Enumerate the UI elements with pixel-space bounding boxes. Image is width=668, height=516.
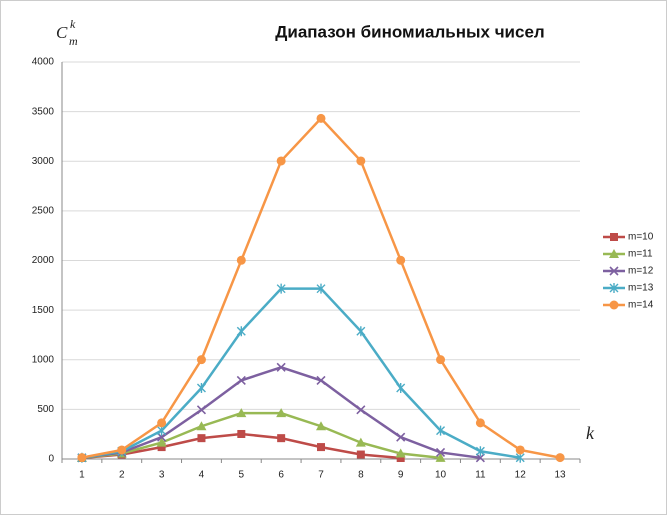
marker [196, 383, 206, 394]
marker [277, 434, 286, 443]
marker [197, 434, 206, 443]
series-line [81, 287, 521, 459]
marker [515, 445, 525, 455]
marker [475, 446, 485, 457]
marker [276, 408, 287, 418]
marker [316, 113, 326, 123]
y-tick-label: 3500 [32, 106, 55, 117]
marker [356, 450, 365, 459]
marker [196, 405, 207, 415]
y-tick-label: 1500 [32, 305, 55, 316]
legend-label: m=11 [628, 249, 653, 260]
marker [236, 375, 246, 385]
marker [157, 418, 167, 428]
y-tick-label: 3000 [32, 156, 55, 167]
marker [436, 425, 446, 436]
marker [395, 448, 406, 458]
series-line [81, 411, 441, 460]
x-tick-label: 1 [79, 470, 85, 481]
marker [237, 429, 246, 438]
x-tick-label: 2 [119, 470, 125, 481]
y-tick-label: 2500 [32, 206, 55, 217]
marker [196, 421, 207, 431]
x-tick-label: 3 [159, 470, 165, 481]
marker [610, 233, 618, 241]
y-tick-label: 4000 [32, 57, 55, 68]
marker [276, 283, 286, 294]
marker [435, 447, 446, 458]
y-axis-label-sup: k [70, 17, 76, 31]
legend-label: m=14 [628, 300, 654, 311]
marker [609, 249, 619, 258]
marker [475, 453, 485, 463]
y-tick-label: 0 [48, 454, 54, 465]
marker [396, 432, 406, 442]
chart-title: Диапазон биномиальных чисел [275, 22, 544, 41]
marker [117, 445, 127, 455]
marker [276, 362, 286, 372]
marker [555, 453, 565, 463]
marker [396, 255, 406, 265]
x-tick-label: 13 [555, 470, 567, 481]
y-axis-label: C [56, 23, 68, 42]
marker [276, 156, 286, 166]
x-tick-label: 11 [475, 470, 486, 481]
marker [236, 408, 247, 418]
marker [435, 452, 446, 462]
marker [77, 453, 87, 463]
marker [196, 355, 206, 365]
x-tick-label: 5 [239, 470, 245, 481]
marker [609, 300, 619, 310]
marker [436, 355, 446, 365]
x-tick-label: 4 [199, 470, 205, 481]
marker [609, 266, 619, 276]
x-tick-label: 9 [398, 470, 404, 481]
marker [356, 156, 366, 166]
marker [236, 326, 246, 337]
marker [316, 375, 326, 385]
marker [396, 454, 405, 463]
x-tick-label: 7 [318, 470, 324, 481]
marker [157, 443, 166, 452]
marker [317, 443, 325, 452]
marker [316, 283, 326, 294]
y-tick-label: 2000 [32, 255, 55, 266]
marker [236, 255, 246, 265]
marker [157, 432, 167, 442]
marker [609, 283, 619, 293]
y-axis-label-sub: m [69, 34, 78, 48]
marker [355, 437, 366, 447]
x-tick-label: 10 [435, 470, 447, 481]
y-tick-label: 1000 [32, 354, 55, 365]
x-tick-label: 8 [358, 470, 364, 481]
marker [356, 405, 366, 415]
legend-label: m=13 [628, 283, 654, 294]
marker [316, 421, 326, 431]
x-tick-label: 6 [278, 470, 284, 481]
marker [356, 326, 366, 337]
legend-label: m=10 [628, 232, 654, 243]
marker [396, 383, 406, 394]
x-axis-label: k [586, 423, 595, 443]
marker [475, 418, 485, 428]
legend-label: m=12 [628, 266, 654, 277]
marker [156, 437, 167, 447]
y-tick-label: 500 [37, 404, 54, 415]
x-tick-label: 12 [515, 470, 527, 481]
